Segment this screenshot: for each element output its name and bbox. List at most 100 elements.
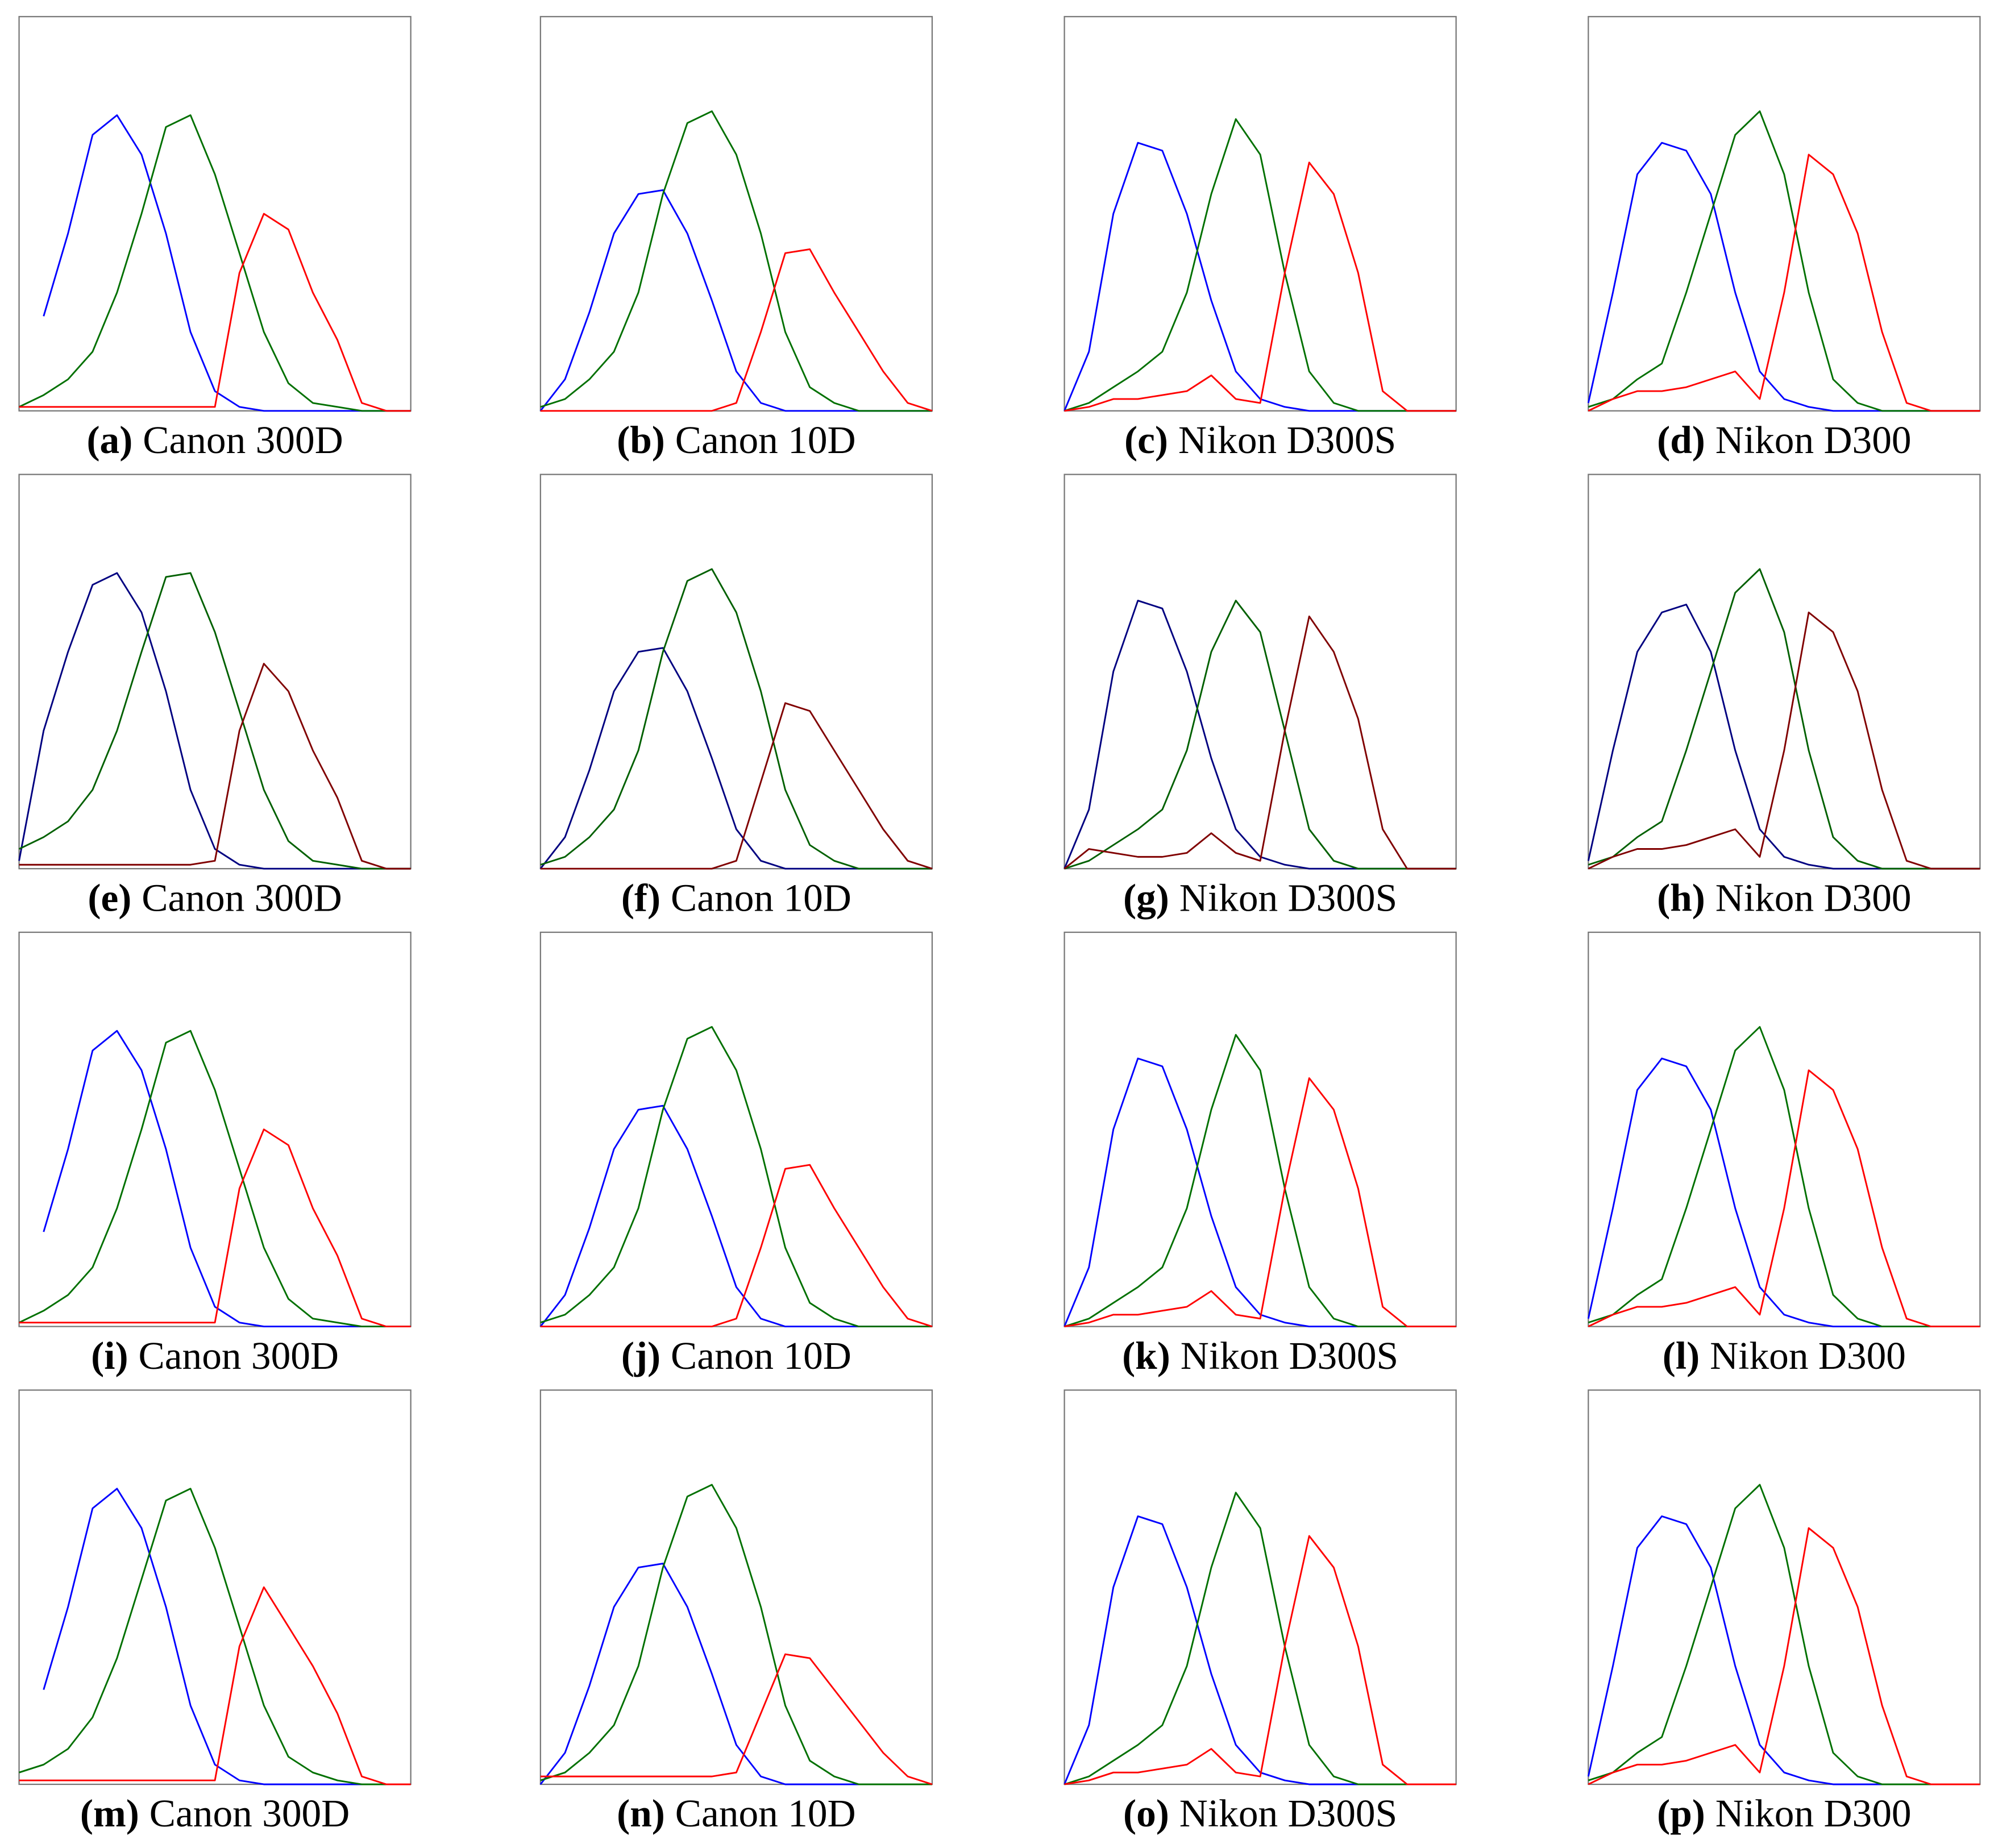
spectral-curve: [1064, 600, 1456, 870]
panel-title: Canon 10D: [671, 1334, 851, 1378]
panel-label: (f): [621, 876, 660, 920]
panel-title: Nikon D300: [1715, 876, 1912, 920]
panel: (p) Nikon D300: [1587, 1389, 1981, 1835]
spectral-curve: [540, 1653, 933, 1785]
panel-label: (c): [1124, 418, 1168, 462]
panel-title: Nikon D300: [1710, 1334, 1906, 1378]
panel: (j) Canon 10D: [539, 931, 933, 1378]
panel-caption: (g) Nikon D300S: [1123, 876, 1397, 920]
panel-label: (j): [621, 1334, 660, 1378]
panel-title: Nikon D300: [1715, 1792, 1912, 1835]
plot-frame: [539, 1389, 933, 1785]
plot-frame: [1064, 1389, 1457, 1785]
spectral-curve: [540, 702, 933, 870]
spectral-curve: [540, 568, 932, 870]
panel-label: (h): [1657, 876, 1705, 920]
spectral-curve: [43, 1488, 411, 1785]
panel-caption: (m) Canon 300D: [80, 1792, 350, 1835]
plot-frame: [539, 474, 933, 870]
spectral-curve: [1587, 142, 1980, 412]
spectral-curve: [1588, 611, 1980, 870]
panel-label: (k): [1122, 1334, 1170, 1378]
plot-frame: [1064, 931, 1457, 1327]
panel-title: Nikon D300: [1715, 418, 1912, 462]
panel: (h) Nikon D300: [1587, 474, 1981, 920]
panel-title: Canon 10D: [671, 876, 851, 920]
plot-frame: [18, 1389, 412, 1785]
panel: (g) Nikon D300S: [1064, 474, 1457, 920]
spectral-curve: [540, 110, 932, 412]
spectral-curve: [539, 1563, 932, 1785]
spectral-curve: [19, 1128, 411, 1328]
spectral-curve: [1588, 1069, 1980, 1328]
panel-title: Canon 10D: [675, 1792, 856, 1835]
panel-label: (p): [1657, 1792, 1705, 1835]
panel: (i) Canon 300D: [18, 931, 412, 1378]
panel-title: Canon 300D: [139, 1334, 339, 1378]
panel-title: Nikon D300S: [1178, 418, 1396, 462]
panel-label: (e): [88, 876, 131, 920]
spectral-curve: [1588, 1527, 1980, 1785]
panel-caption: (f) Canon 10D: [621, 876, 851, 920]
spectral-curve: [540, 248, 933, 412]
spectral-curve: [540, 1484, 932, 1785]
spectral-curve: [43, 1029, 411, 1328]
panel-title: Canon 300D: [142, 876, 342, 920]
panel-caption: (c) Nikon D300S: [1124, 418, 1396, 462]
panel-caption: (n) Canon 10D: [617, 1792, 855, 1835]
panel-title: Nikon D300S: [1179, 1792, 1397, 1835]
panel-title: Canon 10D: [675, 418, 856, 462]
spectral-curve: [1064, 1077, 1456, 1328]
spectral-curve: [1064, 1535, 1456, 1785]
plot-frame: [18, 931, 412, 1327]
spectral-curve: [1064, 118, 1456, 412]
panel: (d) Nikon D300: [1587, 16, 1981, 462]
spectral-curve: [1064, 142, 1456, 412]
panel-title: Canon 300D: [149, 1792, 350, 1835]
plot-frame: [1064, 16, 1457, 412]
spectral-curve: [19, 1586, 411, 1785]
panel-label: (d): [1657, 418, 1705, 462]
plot-frame: [1588, 474, 1981, 870]
spectral-curve: [1588, 1484, 1980, 1785]
plot-frame: [539, 16, 933, 412]
spectral-curve: [1588, 110, 1980, 412]
panel-label: (b): [617, 418, 665, 462]
panel: (k) Nikon D300S: [1064, 931, 1457, 1378]
spectral-curve: [1587, 1515, 1980, 1785]
spectral-curve: [1588, 153, 1980, 412]
panel: (c) Nikon D300S: [1064, 16, 1457, 462]
spectral-curve: [18, 572, 411, 870]
panel: (b) Canon 10D: [539, 16, 933, 462]
spectral-curve: [1064, 615, 1456, 870]
panel-title: Nikon D300S: [1181, 1334, 1398, 1378]
panel-caption: (p) Nikon D300: [1657, 1792, 1911, 1835]
spectral-curve: [1064, 1057, 1456, 1328]
panel-label: (m): [80, 1792, 139, 1835]
spectral-curve: [1064, 161, 1456, 412]
plot-frame: [18, 474, 412, 870]
spectral-curve: [540, 1026, 932, 1328]
spectral-curve: [539, 189, 932, 412]
plot-frame: [1064, 474, 1457, 870]
spectral-curve: [539, 647, 932, 870]
panel-caption: (o) Nikon D300S: [1123, 1792, 1397, 1835]
spectral-curve: [18, 114, 411, 412]
spectral-curve: [540, 1164, 933, 1328]
panel: (e) Canon 300D: [18, 474, 412, 920]
spectral-curve: [1064, 600, 1456, 870]
panel-caption: (k) Nikon D300S: [1122, 1334, 1398, 1378]
panel: (f) Canon 10D: [539, 474, 933, 920]
panel-caption: (i) Canon 300D: [91, 1334, 339, 1378]
spectral-curve: [539, 1104, 932, 1328]
panel-caption: (j) Canon 10D: [621, 1334, 851, 1378]
plot-frame: [1588, 931, 1981, 1327]
spectral-curve: [18, 572, 411, 870]
panel: (m) Canon 300D: [18, 1389, 412, 1835]
panel-title: Canon 300D: [143, 418, 343, 462]
panel: (a) Canon 300D: [18, 16, 412, 462]
panel-caption: (d) Nikon D300: [1657, 418, 1911, 462]
panel-label: (o): [1123, 1792, 1169, 1835]
spectral-curve: [1588, 1026, 1980, 1328]
